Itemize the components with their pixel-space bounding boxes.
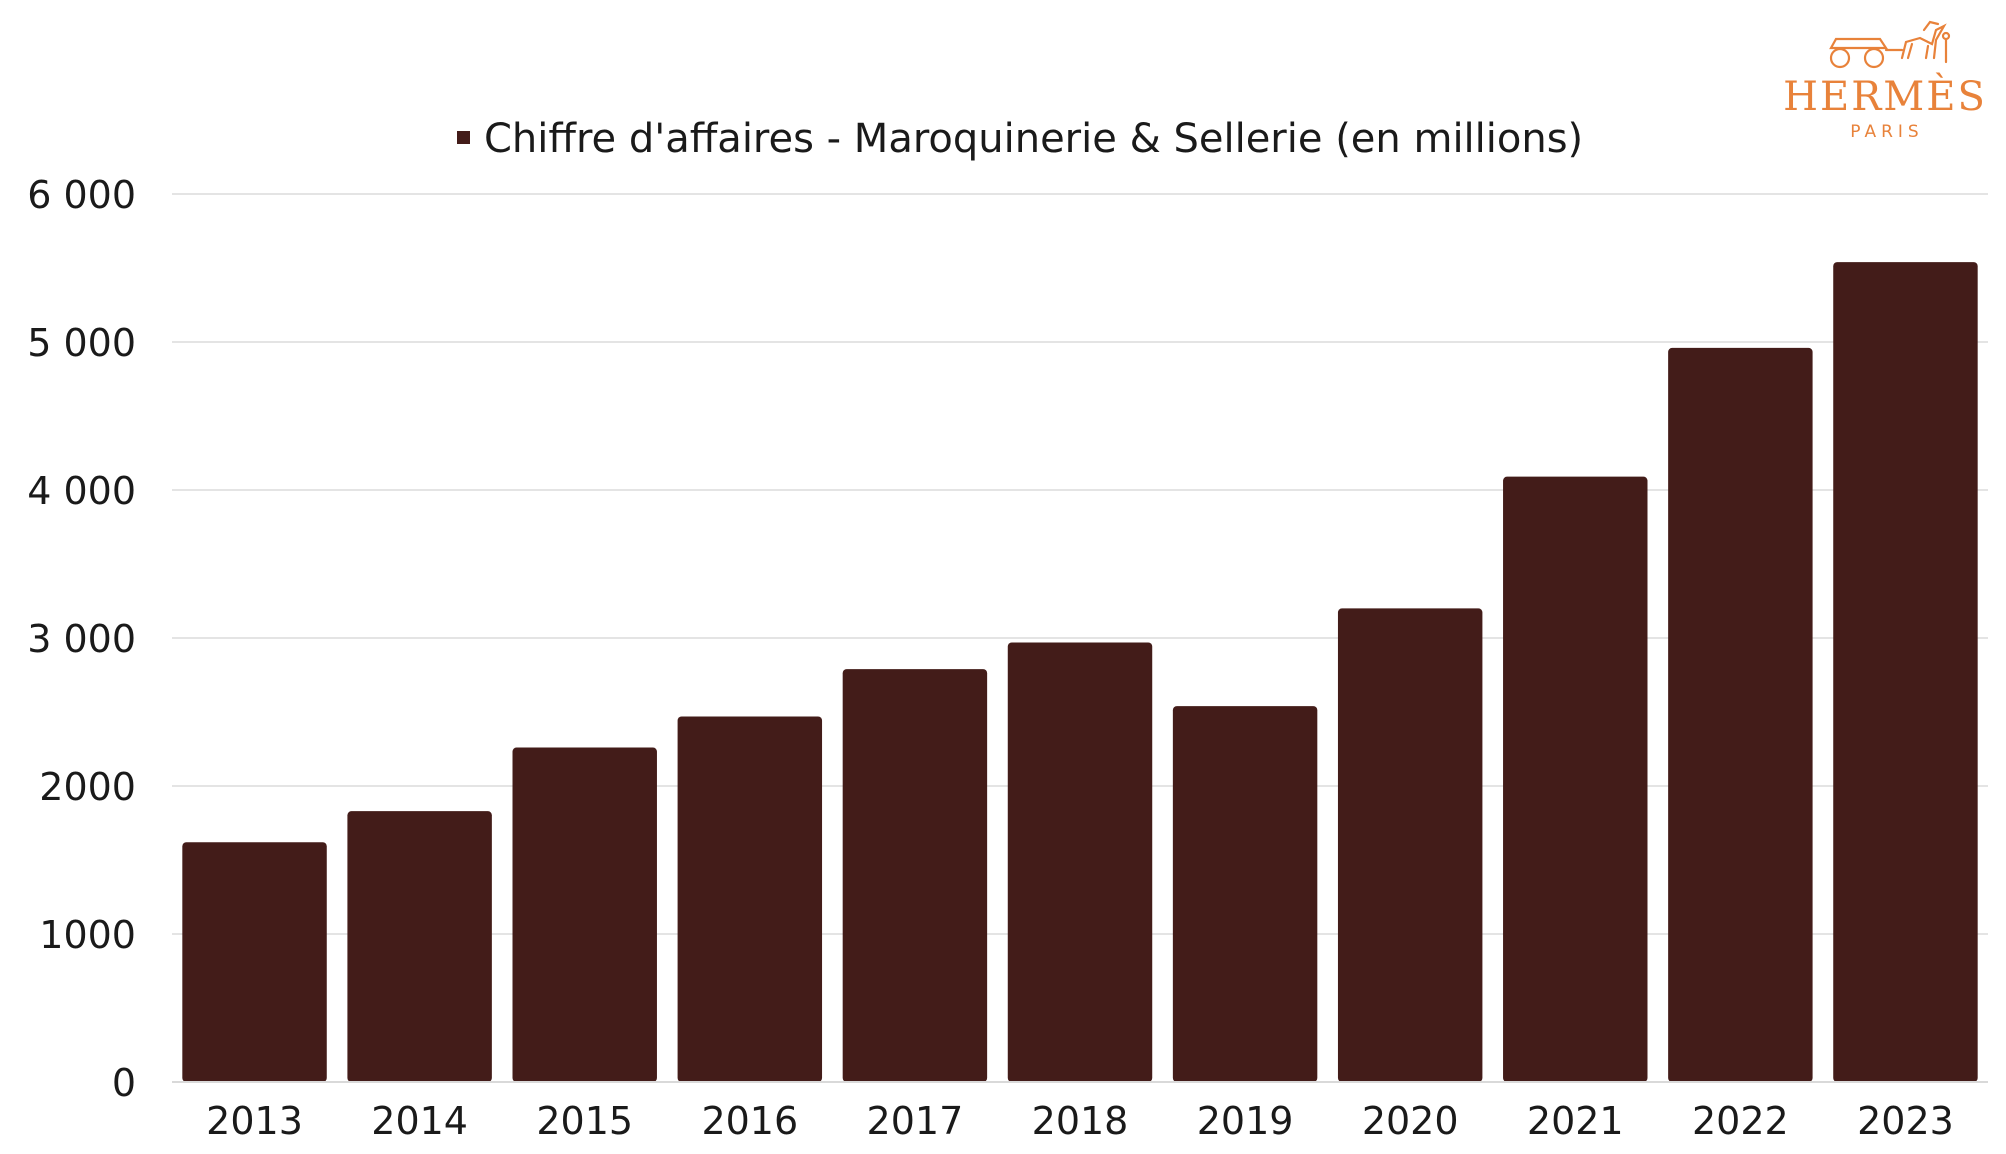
bar-2015 [512,747,657,1082]
x-tick-label: 2019 [1197,1099,1294,1143]
x-tick-label: 2018 [1032,1099,1129,1143]
bar-2014 [347,811,492,1082]
bar-2017 [842,669,988,1082]
bar-2022 [1668,347,1813,1082]
x-tick-label: 2014 [371,1099,468,1143]
bar-2019 [1172,706,1318,1082]
bar-2023 [1833,262,1978,1083]
x-tick-label: 2021 [1527,1099,1624,1143]
y-tick-label: 0 [112,1061,136,1105]
horse-carriage-icon [1829,20,1951,69]
bar-2013 [182,842,327,1082]
y-tick-label: 4 000 [27,469,136,513]
x-tick-label: 2013 [206,1099,303,1143]
logo-brand-text: HERMÈS [1783,73,1987,120]
y-tick-label: 2000 [39,765,136,809]
logo-city-text: PARIS [1850,122,1923,142]
bars [182,262,1978,1083]
legend-label: Chiffre d'affaires - Maroquinerie & Sell… [484,116,1583,162]
y-tick-label: 1000 [39,913,136,957]
y-axis-ticks: 0 1000 2000 3 000 4 000 5 000 6 000 [27,173,136,1105]
bar-2020 [1337,608,1483,1082]
x-tick-label: 2016 [701,1099,798,1143]
x-axis-ticks: 2013 2014 2015 2016 2017 2018 2019 2020 2021 2022… [206,1099,1954,1143]
y-tick-label: 6 000 [27,173,136,217]
x-tick-label: 2022 [1692,1099,1789,1143]
x-tick-label: 2015 [536,1099,633,1143]
x-tick-label: 2017 [867,1099,964,1143]
y-tick-label: 5 000 [27,321,136,365]
y-tick-label: 3 000 [27,617,136,661]
legend: Chiffre d'affaires - Maroquinerie & Sell… [457,116,1583,162]
bar-2021 [1503,476,1648,1082]
hermes-logo: HERMÈS PARIS [1783,20,1987,142]
bar-2018 [1007,642,1153,1082]
legend-swatch [457,131,470,144]
x-tick-label: 2023 [1857,1099,1954,1143]
bar-2016 [677,716,823,1082]
x-tick-label: 2020 [1362,1099,1459,1143]
